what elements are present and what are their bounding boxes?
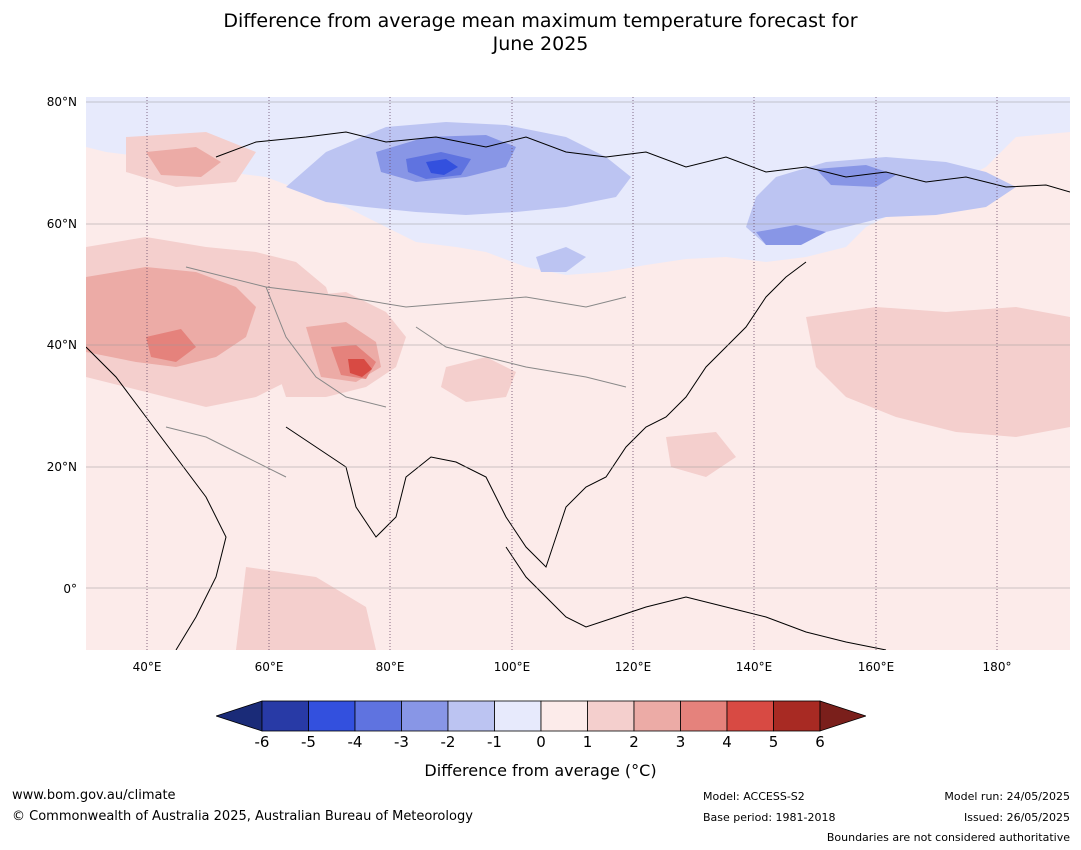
issued-text: Issued: 26/05/2025 <box>963 811 1070 824</box>
colorbar-tick-label: 0 <box>536 733 546 751</box>
colorbar-tick-label: -1 <box>487 733 502 751</box>
colorbar-cell <box>261 700 309 732</box>
colorbar-low-extend <box>216 700 263 732</box>
warm-peak-caspian <box>146 329 196 362</box>
model-run-text: Model run: 24/05/2025 <box>944 790 1070 803</box>
lat-label-60n: 60°N <box>46 217 77 231</box>
colorbar-cells <box>261 700 821 732</box>
colorbar-tick-label: 1 <box>582 733 593 751</box>
colorbar-cell <box>587 700 635 732</box>
colorbar-tick-label: 4 <box>722 733 732 751</box>
lat-label-20n: 20°N <box>46 460 77 474</box>
map-title: Difference from average mean maximum tem… <box>0 10 1081 56</box>
lat-label-0: 0° <box>63 582 77 596</box>
colorbar-cell <box>540 700 588 732</box>
copyright-text: © Commonwealth of Australia 2025, Austra… <box>12 809 473 824</box>
colorbar-high-extend <box>819 700 866 732</box>
base-period-text: Base period: 1981-2018 <box>703 811 836 824</box>
colorbar-cell <box>447 700 495 732</box>
warm-core-west <box>86 267 256 367</box>
lon-label-40e: 40°E <box>132 660 162 674</box>
lon-label-80e: 80°E <box>375 660 405 674</box>
colorbar-cell <box>773 700 821 732</box>
cool-region-lake <box>536 247 586 272</box>
lon-label-180: 180° <box>982 660 1012 674</box>
gridlines <box>86 101 1070 589</box>
colorbar-cell <box>726 700 774 732</box>
lat-label-40n: 40°N <box>46 338 77 352</box>
title-line-1: Difference from average mean maximum tem… <box>223 10 858 32</box>
colorbar <box>216 700 866 732</box>
colorbar-cell <box>308 700 356 732</box>
disclaimer-text: Boundaries are not considered authoritat… <box>826 831 1070 844</box>
colorbar-tick-label: 5 <box>768 733 779 751</box>
colorbar-cell <box>633 700 681 732</box>
lon-label-60e: 60°E <box>254 660 284 674</box>
colorbar-cell <box>354 700 402 732</box>
website-link[interactable]: www.bom.gov.au/climate <box>12 788 176 803</box>
colorbar-tick-label: -2 <box>440 733 456 751</box>
cool-peak-inner <box>426 159 458 175</box>
coastlines <box>86 131 1070 650</box>
colorbar-tick-label: 6 <box>815 733 825 751</box>
colorbar-label: Difference from average (°C) <box>424 761 657 780</box>
lon-label-120e: 120°E <box>614 660 652 674</box>
colorbar-cell <box>680 700 728 732</box>
anomaly-map <box>86 97 1070 650</box>
colorbar-cell <box>494 700 542 732</box>
warm-region-china <box>666 432 736 477</box>
colorbar-tick-label: -6 <box>254 733 270 751</box>
title-line-2: June 2025 <box>492 33 589 55</box>
lon-label-100e: 100°E <box>493 660 531 674</box>
colorbar-tick-label: -3 <box>394 733 409 751</box>
warm-region-pacific <box>806 307 1070 437</box>
meridians <box>146 97 998 650</box>
model-text: Model: ACCESS-S2 <box>703 790 805 803</box>
lat-label-80n: 80°N <box>46 95 77 109</box>
warm-peak-asia-inner <box>348 359 372 377</box>
colorbar-tick-label: 3 <box>675 733 686 751</box>
lon-label-140e: 140°E <box>735 660 773 674</box>
lon-label-160e: 160°E <box>857 660 895 674</box>
cool-core-southeast <box>756 225 826 245</box>
colorbar-cell <box>401 700 449 732</box>
colorbar-tick-label: -5 <box>301 733 316 751</box>
map-area <box>86 97 1070 650</box>
colorbar-tick-label: -4 <box>347 733 363 751</box>
warm-core-north-europe <box>146 147 221 177</box>
colorbar-tick-label: 2 <box>629 733 639 751</box>
warm-region-tibet <box>441 357 516 402</box>
